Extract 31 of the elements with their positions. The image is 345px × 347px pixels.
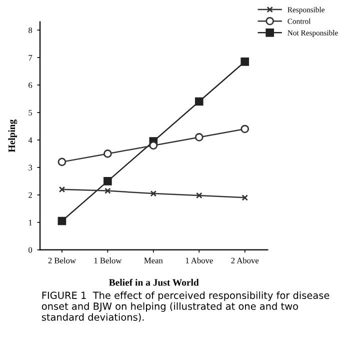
y-tick-label: 8 [28,27,32,34]
x-axis-title: Belief in a Just World [109,278,199,286]
y-tick-label: 6 [28,82,32,88]
point [104,177,112,186]
point [194,97,204,106]
point [240,58,250,66]
point [240,124,250,134]
point [150,190,157,197]
point [194,133,204,142]
point [104,188,111,194]
x-tick-label: 2 Above [231,257,259,264]
y-axis-title: Helping [8,119,18,152]
point [58,158,66,166]
caption: FIGURE 1 The effect of perceived responsibility for disease onset and BJW on helping (illustrated at one and two standard deviations). [42,291,330,322]
x-tick-label: 2 Below [48,257,76,264]
y-tick-label: 3 [28,164,32,170]
y-tick-label: 7 [28,55,32,60]
y-tick-label: 2 [28,192,32,198]
point [196,192,202,199]
y-tick-label: 1 [28,220,32,226]
point [58,186,66,193]
point [104,150,112,158]
x-tick-label: 1 Below [94,257,122,264]
point [242,194,248,201]
x-tick-label: Mean [144,258,163,264]
y-tick-label: 4 [28,137,32,143]
x-tick-label: 1 Above [186,257,213,264]
y-tick-label: 5 [28,110,32,116]
point [149,141,158,150]
y-tick-label: 0 [28,247,32,253]
point [58,216,66,226]
